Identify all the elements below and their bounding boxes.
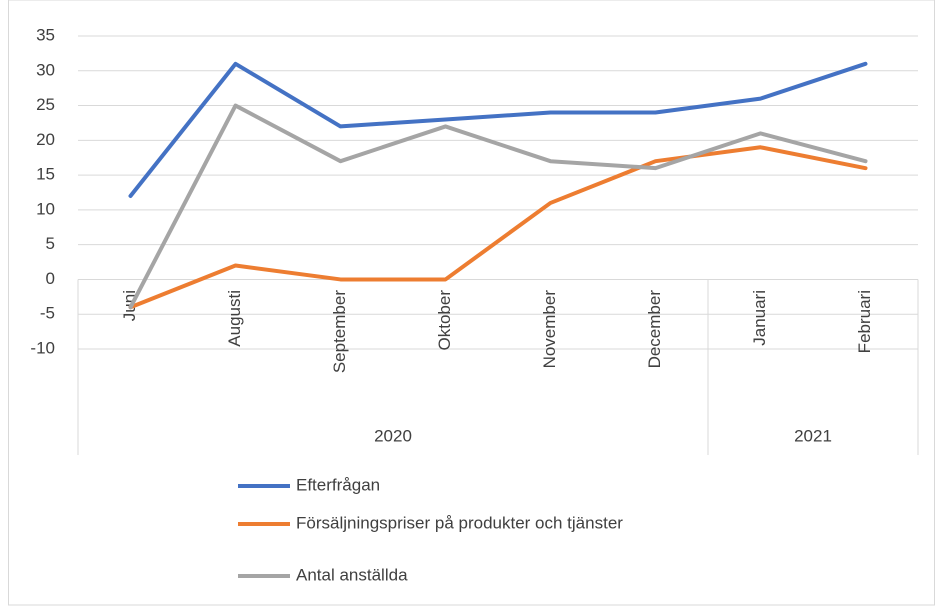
- series-line: [128, 103, 868, 310]
- x-tick-label: Februari: [855, 290, 874, 353]
- x-tick-label: Oktober: [435, 290, 454, 351]
- x-tick-label: Januari: [750, 290, 769, 346]
- y-tick-label: 10: [36, 199, 55, 218]
- y-tick-label: 0: [46, 269, 55, 288]
- y-tick-label: -10: [30, 338, 55, 357]
- y-tick-label: 5: [46, 234, 55, 253]
- group-label: 2020: [374, 426, 412, 445]
- legend-label: Försäljningspriser på produkter och tjän…: [296, 513, 623, 532]
- y-tick-label: 30: [36, 60, 55, 79]
- y-tick-label: 15: [36, 165, 55, 184]
- legend-label: Efterfrågan: [296, 475, 380, 494]
- y-tick-label: 35: [36, 25, 55, 44]
- x-tick-label: November: [540, 290, 559, 369]
- series-line: [128, 61, 868, 198]
- y-tick-label: 25: [36, 95, 55, 114]
- y-tick-label: 20: [36, 130, 55, 149]
- series-line: [128, 145, 868, 310]
- y-tick-label: -5: [40, 304, 55, 323]
- chart-border: [8, 0, 935, 606]
- group-label: 2021: [794, 426, 832, 445]
- x-tick-label: Augusti: [225, 290, 244, 347]
- x-tick-label: December: [645, 290, 664, 369]
- legend-label: Antal anställda: [296, 565, 408, 584]
- x-tick-label: September: [330, 290, 349, 373]
